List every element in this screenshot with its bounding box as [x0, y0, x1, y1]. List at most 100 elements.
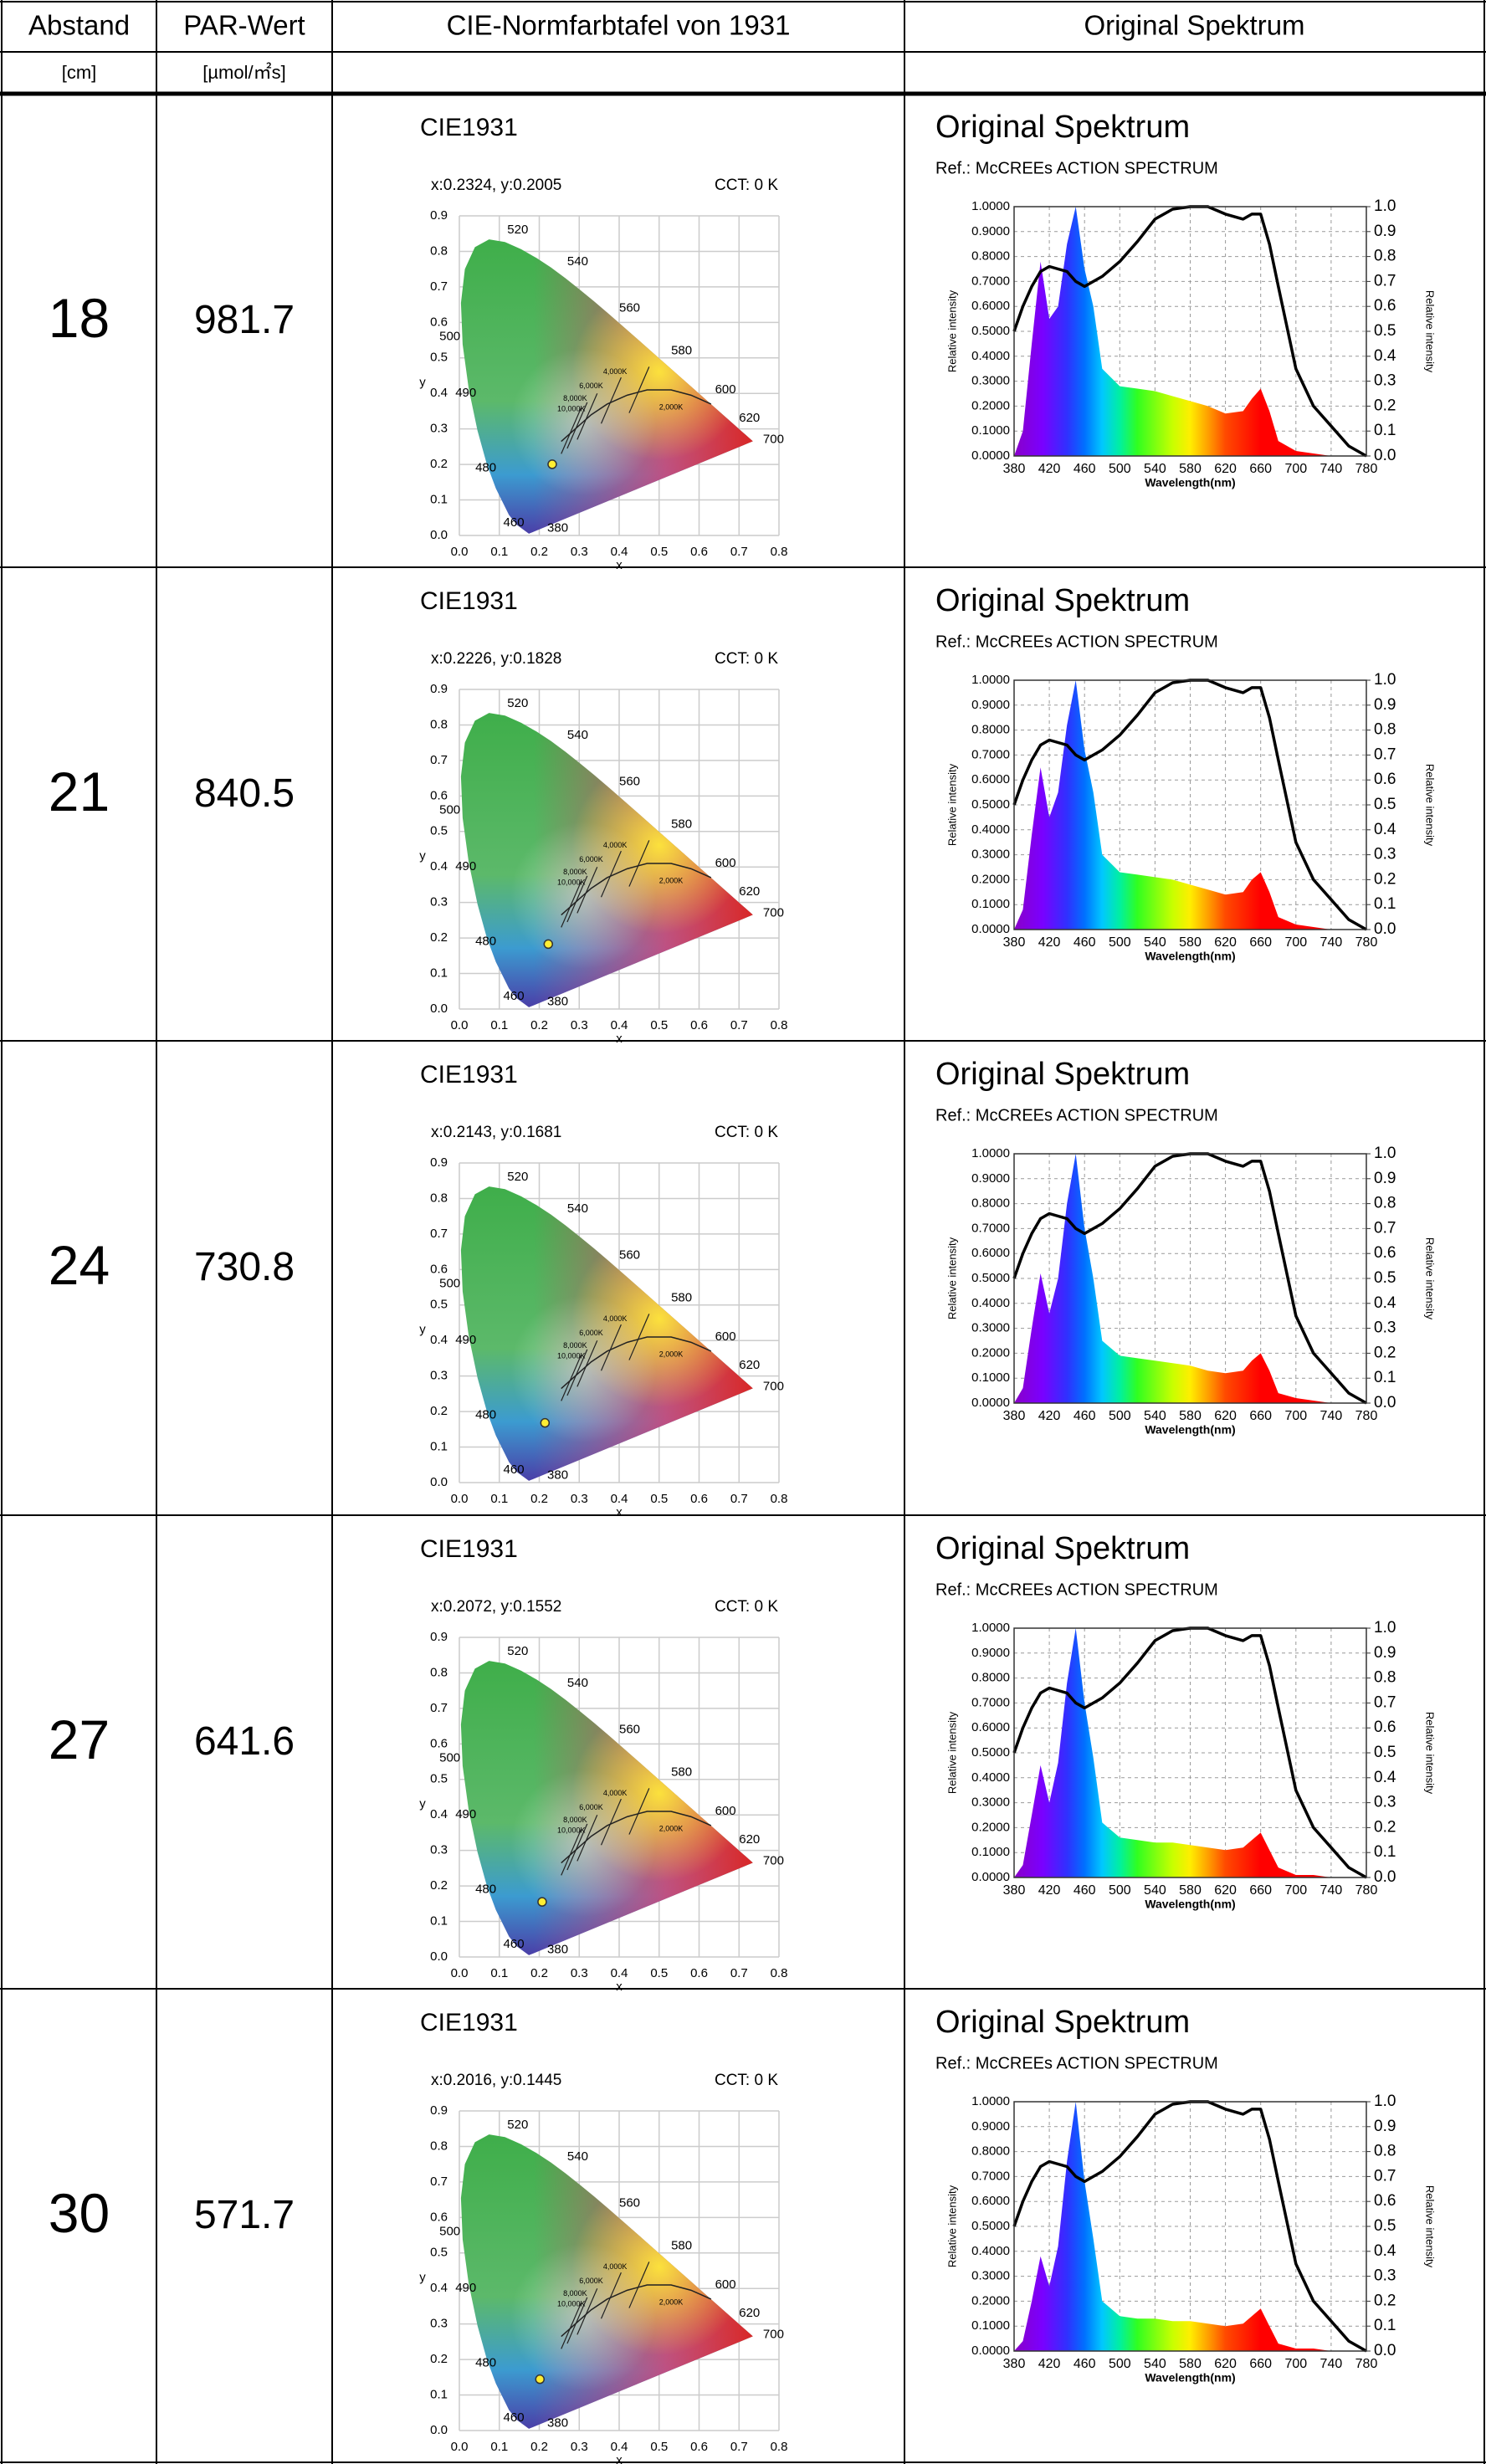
y-tick-label: 0.4: [430, 1333, 448, 1347]
wavelength-label: 520: [507, 223, 528, 237]
y2-tick-label: 0.6: [1374, 2192, 1396, 2210]
y2-tick-label: 0.0: [1374, 920, 1396, 938]
x-tick-label: 0.6: [690, 1018, 708, 1032]
cie-gamut: [460, 1186, 753, 1481]
x-tick-label: 380: [1003, 1409, 1026, 1423]
y2-tick-label: 0.5: [1374, 2217, 1396, 2235]
x-tick-label: 0.4: [611, 545, 628, 559]
y-tick-label: 0.8: [430, 717, 448, 731]
x-tick-label: 500: [1109, 1409, 1131, 1423]
y-tick-label: 0.0000: [971, 1870, 1010, 1884]
y-axis-label: Relative intensity: [945, 1711, 958, 1794]
y2-tick-label: 0.5: [1374, 322, 1396, 340]
wavelength-label: 620: [739, 411, 760, 425]
x-tick-label: 620: [1214, 462, 1237, 476]
wavelength-label: 380: [547, 520, 568, 535]
cct-label: 10,000K: [557, 879, 586, 887]
wavelength-label: 540: [567, 1676, 588, 1690]
y-tick-label: 0.2000: [971, 872, 1010, 886]
action-spectrum-line: [1012, 1626, 1367, 1879]
x-tick-label: 0.3: [571, 1966, 588, 1980]
y-tick-label: 0.0: [430, 1001, 448, 1016]
x-tick-label: 0.3: [571, 1018, 588, 1032]
wavelength-label: 580: [671, 1765, 692, 1779]
wavelength-label: 700: [763, 1379, 784, 1393]
y2-tick-label: 0.7: [1374, 1219, 1396, 1237]
x-tick-label: 0.3: [571, 545, 588, 559]
wavelength-label: 490: [455, 386, 476, 400]
wavelength-label: 560: [619, 774, 640, 788]
isotherm: [628, 366, 650, 413]
x-tick-label: 740: [1320, 935, 1343, 950]
x-tick-label: 0.1: [490, 1492, 508, 1506]
chromaticity-point: [537, 1897, 547, 1907]
cie-diagram: CIE1931 x:0.2324, y:0.2005 CCT: 0 K 0.0 0.1 0…: [419, 114, 787, 572]
y-tick-label: 0.2000: [971, 1820, 1010, 1834]
action-spectrum-line: [1012, 205, 1367, 458]
x-tick-label: 460: [1074, 2357, 1096, 2371]
cie-title: CIE1931: [420, 114, 518, 141]
x-tick-label: 0.1: [490, 545, 508, 559]
y2-tick-label: 0.0: [1374, 1868, 1396, 1886]
wavelength-label: 520: [507, 1170, 528, 1184]
x-tick-label: 0.7: [730, 1018, 748, 1032]
y2-tick-label: 0.0: [1374, 1394, 1396, 1411]
x-tick-label: 0.0: [451, 1492, 469, 1506]
cie-gamut: [460, 1661, 753, 1955]
y2-tick-label: 0.3: [1374, 2267, 1396, 2285]
y-tick-label: 0.0000: [971, 448, 1010, 463]
y2-tick-label: 0.0: [1374, 447, 1396, 464]
cie-cct: CCT: 0 K: [715, 1598, 778, 1616]
x-tick-label: 0.2: [530, 1966, 548, 1980]
y-tick-label: 0.3000: [971, 848, 1010, 862]
x-tick-label: 780: [1355, 935, 1378, 950]
x-axis-label: Wavelength(nm): [1145, 476, 1235, 489]
x-tick-label: 0.4: [611, 2440, 628, 2454]
x-tick-label: 580: [1179, 1883, 1202, 1898]
y-tick-label: 0.6000: [971, 1246, 1010, 1260]
cct-label: 4,000K: [603, 841, 628, 849]
y-tick-label: 0.7000: [971, 1695, 1010, 1709]
y2-tick-label: 0.2: [1374, 397, 1396, 414]
par-value: 840.5: [194, 771, 295, 816]
isotherm: [561, 2302, 582, 2349]
y-tick-label: 0.3: [430, 1843, 448, 1857]
wavelength-label: 490: [455, 1807, 476, 1821]
y-tick-label: 0.8000: [971, 2144, 1010, 2159]
spectrum-area: [1014, 1628, 1366, 1877]
cct-label: 2,000K: [659, 1350, 684, 1359]
wavelength-label: 480: [475, 1407, 496, 1422]
y-tick-label: 0.5000: [971, 2219, 1010, 2233]
x-tick-label: 0.2: [530, 1018, 548, 1032]
distance-value: 27: [49, 1708, 110, 1770]
x-tick-label: 0.6: [690, 545, 708, 559]
isotherm: [566, 875, 588, 923]
wavelength-label: 480: [475, 1882, 496, 1896]
wavelength-label: 380: [547, 1468, 568, 1482]
y-tick-label: 0.6: [430, 1262, 448, 1276]
plot-frame: [1013, 1153, 1367, 1404]
x-tick-label: 0.6: [690, 1492, 708, 1506]
y-tick-label: 0.9: [430, 1155, 448, 1170]
y-tick-label: 0.2000: [971, 1345, 1010, 1360]
spectrum-title: Original Spektrum: [935, 583, 1190, 618]
y-tick-label: 0.7000: [971, 274, 1010, 288]
wavelength-label: 520: [507, 1644, 528, 1658]
y-tick-label: 0.5000: [971, 1271, 1010, 1285]
wavelength-label: 500: [439, 802, 460, 817]
y-tick-label: 0.5000: [971, 1745, 1010, 1760]
chromaticity-point: [535, 2374, 546, 2385]
y-tick-label: 0.4000: [971, 1770, 1010, 1785]
x-tick-label: 660: [1249, 1883, 1272, 1898]
y-tick-label: 0.1000: [971, 2318, 1010, 2333]
x-tick-label: 0.8: [771, 2440, 788, 2454]
cie-title: CIE1931: [420, 2009, 518, 2036]
x-tick-label: 0.5: [650, 1018, 668, 1032]
y2-axis-label: Relative intensity: [1424, 290, 1437, 373]
y-tick-label: 1.0000: [971, 1621, 1010, 1635]
x-tick-label: 0.1: [490, 2440, 508, 2454]
x-tick-label: 420: [1038, 1409, 1061, 1423]
cie-diagram: CIE1931 x:0.2016, y:0.1445 CCT: 0 K 0.0 0.1 0…: [419, 2009, 787, 2464]
cie-gamut: [460, 713, 753, 1007]
